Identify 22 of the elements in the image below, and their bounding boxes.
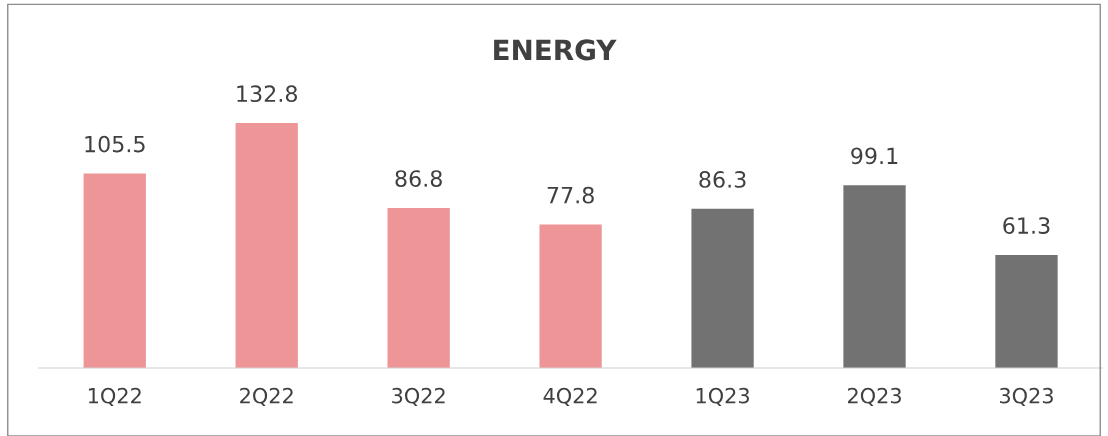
x-tick-label: 4Q22 (543, 387, 597, 406)
x-tick-label: 3Q23 (999, 387, 1053, 406)
bar (235, 123, 298, 368)
chart-title: ENERGY (494, 39, 617, 61)
data-label: 61.3 (1003, 217, 1050, 234)
x-tick-label: 2Q22 (240, 387, 293, 406)
x-tick-label: 2Q23 (847, 387, 901, 406)
bar (83, 173, 146, 368)
data-label: 132.8 (237, 85, 297, 103)
bar (691, 208, 754, 368)
bar (995, 254, 1058, 368)
x-tick-label: 1Q22 (88, 387, 141, 406)
bar (539, 224, 602, 368)
data-label: 86.8 (395, 170, 442, 187)
bar (387, 207, 450, 368)
data-label: 77.8 (547, 186, 594, 204)
bar (843, 185, 906, 368)
x-tick-label: 1Q23 (696, 387, 749, 406)
x-tick-label: 3Q22 (392, 387, 445, 406)
data-label: 99.1 (851, 147, 898, 165)
data-label: 86.3 (699, 171, 746, 188)
data-label: 105.5 (85, 135, 145, 153)
